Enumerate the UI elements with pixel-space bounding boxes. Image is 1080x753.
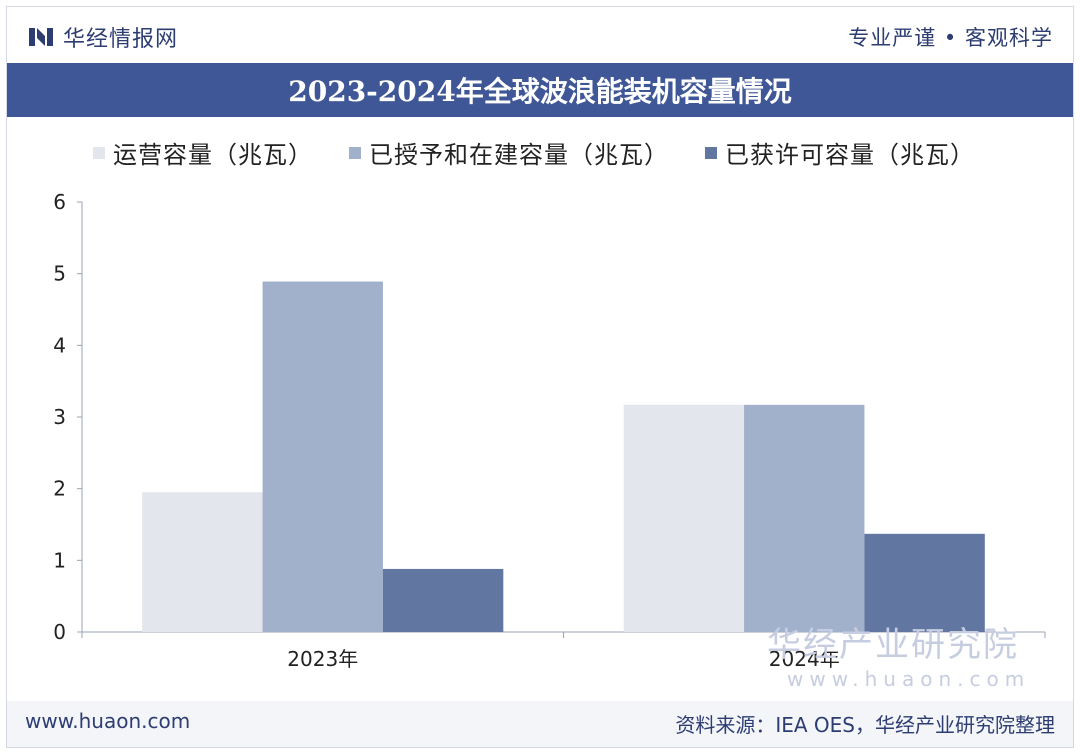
legend-label-permitted: 已获许可容量（兆瓦） — [725, 141, 975, 169]
footer-url: www.huaon.com — [25, 709, 191, 733]
legend-swatch-permitted — [705, 146, 717, 159]
y-tick-label: 0 — [53, 620, 66, 644]
slogan: 专业严谨 • 客观科学 — [848, 26, 1053, 50]
legend: 运营容量（兆瓦） 已授予和在建容量（兆瓦） 已获许可容量（兆瓦） — [93, 135, 1011, 170]
bar-consented — [744, 404, 865, 632]
bar-operating — [142, 492, 263, 632]
y-tick-label: 5 — [53, 262, 66, 286]
chart-title: 2023-2024年全球波浪能装机容量情况 — [288, 75, 792, 108]
footer-source: 资料来源：IEA OES，华经产业研究院整理 — [675, 713, 1055, 737]
legend-item-permitted: 已获许可容量（兆瓦） — [705, 135, 975, 170]
brand: 华经情报网 — [29, 21, 178, 53]
top-bar: 华经情报网 专业严谨 • 客观科学 — [7, 7, 1073, 61]
bar-permitted — [382, 568, 504, 632]
y-tick-label: 6 — [53, 190, 66, 214]
brand-name: 华经情报网 — [63, 27, 179, 52]
watermark-name: 华经产业研究院 — [767, 625, 1019, 665]
legend-swatch-consented — [349, 146, 361, 159]
y-tick-label: 3 — [53, 405, 66, 429]
y-tick-label: 2 — [53, 477, 66, 501]
bar-permitted — [864, 533, 985, 632]
legend-swatch-operating — [93, 146, 105, 159]
legend-item-consented: 已授予和在建容量（兆瓦） — [349, 135, 669, 170]
chart-card: 华经情报网 专业严谨 • 客观科学 2023-2024年全球波浪能装机容量情况 … — [6, 6, 1074, 748]
brand-logo-icon — [29, 28, 53, 46]
footer: www.huaon.com 资料来源：IEA OES，华经产业研究院整理 — [7, 701, 1073, 747]
legend-label-operating: 运营容量（兆瓦） — [113, 141, 313, 169]
legend-label-consented: 已授予和在建容量（兆瓦） — [369, 141, 669, 169]
y-tick-label: 1 — [53, 548, 66, 572]
watermark-url: www.huaon.com — [787, 667, 1031, 691]
bar-chart: 0 1 2 3 4 5 6 2023年 2024年 — [53, 190, 1046, 671]
bar-operating — [623, 404, 745, 632]
legend-item-operating: 运营容量（兆瓦） — [93, 135, 313, 170]
bar-consented — [262, 281, 383, 632]
y-tick-label: 4 — [53, 333, 66, 357]
x-category-label: 2023年 — [287, 647, 358, 671]
title-bar: 2023-2024年全球波浪能装机容量情况 — [7, 63, 1073, 117]
x-category-label: 2024年 — [769, 647, 840, 671]
